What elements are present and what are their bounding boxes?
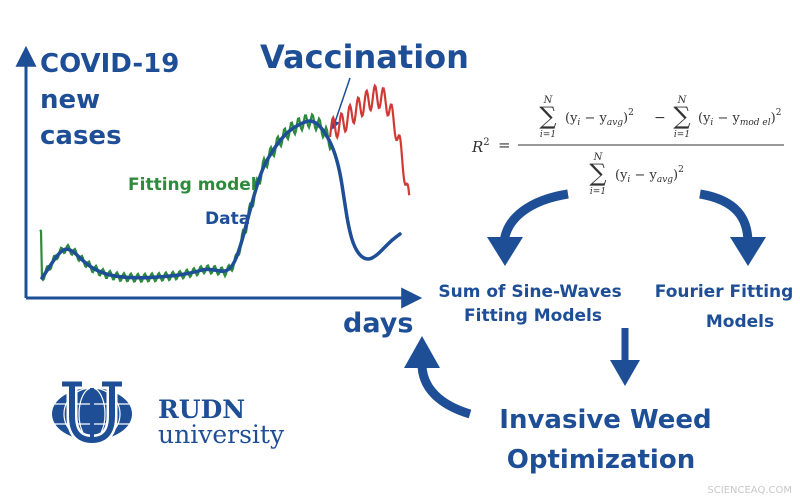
eq-sum-lower-3: i=1: [590, 187, 606, 197]
eq-sum-upper-3: N: [593, 152, 604, 163]
fitting-model-curve-forecast: [328, 83, 411, 196]
fourier-models-label: Fourier Fitting Models: [655, 282, 799, 332]
arrow-to-iwo-head: [610, 360, 640, 386]
data-curve: [40, 119, 402, 280]
legend-data: Data: [205, 209, 250, 229]
vaccination-arrow: [331, 77, 351, 130]
iwo-label: Invasive Weed Optimization: [499, 405, 720, 475]
legend-fitting-model: Fitting model: [128, 175, 257, 195]
x-axis-label: days: [343, 308, 413, 339]
eq-sum-lower-2: i=1: [674, 130, 690, 140]
eq-term-avg-1: (yi − yavg)2: [565, 108, 634, 128]
arrow-to-sine-models: [499, 189, 569, 244]
fitting-model-curve: [39, 112, 334, 284]
eq-lhs: R2: [471, 137, 490, 156]
eq-sum-sign-2: ∑: [673, 102, 690, 130]
rudn-emblem: [52, 381, 132, 446]
watermark: SCIENCEAQ.COM: [707, 485, 792, 496]
r-squared-equation: R2 = N ∑ i=1 (yi − yavg)2 − N ∑ i=1 (yi …: [471, 95, 784, 197]
y-axis-label: COVID-19 new cases: [40, 49, 188, 151]
arrow-feedback-to-chart: [417, 363, 472, 419]
arrow-to-sine-models-head: [487, 237, 523, 266]
arrow-to-fourier-models-head: [730, 237, 766, 266]
rudn-logo-text: RUDN university: [158, 395, 285, 449]
sine-waves-models-label: Sum of Sine-Waves Fitting Models: [438, 282, 627, 326]
flow-arrows: [404, 189, 766, 419]
eq-op-minus: −: [654, 110, 666, 126]
arrow-feedback-to-chart-head: [404, 336, 440, 368]
chart-axes: [15, 45, 423, 309]
arrow-to-fourier-models: [699, 189, 753, 244]
eq-sum-lower-1: i=1: [540, 130, 556, 140]
eq-equals: =: [498, 136, 511, 154]
eq-sum-upper-1: N: [543, 95, 554, 106]
vaccination-label: Vaccination: [260, 38, 469, 76]
eq-sum-upper-2: N: [677, 95, 688, 106]
eq-sum-sign-1: ∑: [539, 102, 556, 130]
eq-sum-sign-3: ∑: [589, 159, 606, 187]
rudn-logo: RUDN university: [52, 381, 285, 449]
eq-term-avg-2: (yi − yavg)2: [615, 165, 684, 185]
eq-term-model: (yi − ymod el)2: [698, 108, 781, 128]
